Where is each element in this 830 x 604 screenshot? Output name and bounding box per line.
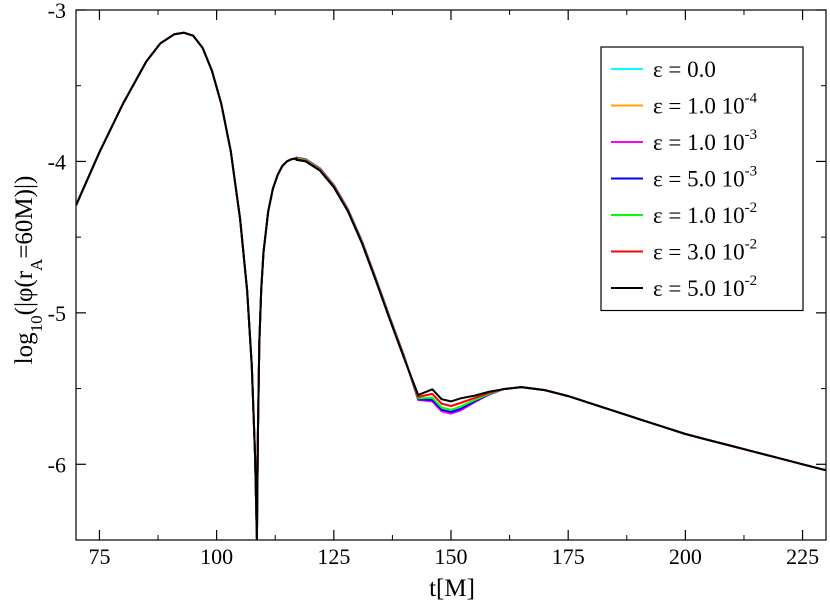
legend-label-sup: -3 [745,127,758,143]
y-axis-title-suffix: =60M)|) [11,176,38,259]
legend-label-sup: -2 [745,237,758,253]
y-tick-label: -3 [48,0,66,23]
y-axis-title-sub2: A [27,258,46,271]
legend-label-6: ε = 5.0 10-2 [653,273,757,301]
y-axis-title-sub1: 10 [27,315,46,332]
y-axis-title-prefix: log [11,332,38,364]
y-tick-label: -4 [48,149,66,174]
legend-label-4: ε = 1.0 10-2 [653,200,757,228]
tick-marks: 75 100 125 150 175 200 225 -6 -5 -4 -3 [48,0,826,569]
x-tick-label: 125 [317,544,350,569]
legend-label-5: ε = 3.0 10-2 [653,237,757,265]
series-curves [76,31,826,540]
legend-label-main: ε = 1.0 10 [653,203,745,228]
series-line-6 [76,31,826,540]
legend-label-main: ε = 1.0 10 [653,94,745,119]
x-tick-label: 175 [552,544,585,569]
legend-label-0: ε = 0.0 [653,57,716,82]
legend-label-main: ε = 3.0 10 [653,240,745,265]
legend-label-sup: -3 [745,164,758,180]
x-axis-title: t[M] [429,575,475,602]
legend-label-3: ε = 5.0 10-3 [653,164,757,192]
y-axis-title-middle: (|φ(r [11,270,38,315]
legend-label-1: ε = 1.0 10-4 [653,91,758,119]
legend: ε = 0.0ε = 1.0 10-4ε = 1.0 10-3ε = 5.0 1… [600,46,804,312]
legend-label-sup: -2 [745,200,758,216]
legend-label-sup: -4 [745,91,758,107]
x-tick-label: 100 [200,544,233,569]
legend-label-main: ε = 0.0 [653,57,716,82]
y-tick-label: -6 [48,452,66,477]
x-tick-label: 200 [669,544,702,569]
legend-label-sup: -2 [745,273,758,289]
legend-label-main: ε = 5.0 10 [653,167,745,192]
x-tick-label: 150 [435,544,468,569]
legend-label-main: ε = 5.0 10 [653,276,745,301]
x-tick-label: 225 [786,544,819,569]
y-axis-title: log10(|φ(rA=60M)|) [11,176,46,365]
legend-label-2: ε = 1.0 10-3 [653,127,757,155]
legend-label-main: ε = 1.0 10 [653,130,745,155]
x-tick-label: 75 [88,544,110,569]
y-tick-label: -5 [48,301,66,326]
